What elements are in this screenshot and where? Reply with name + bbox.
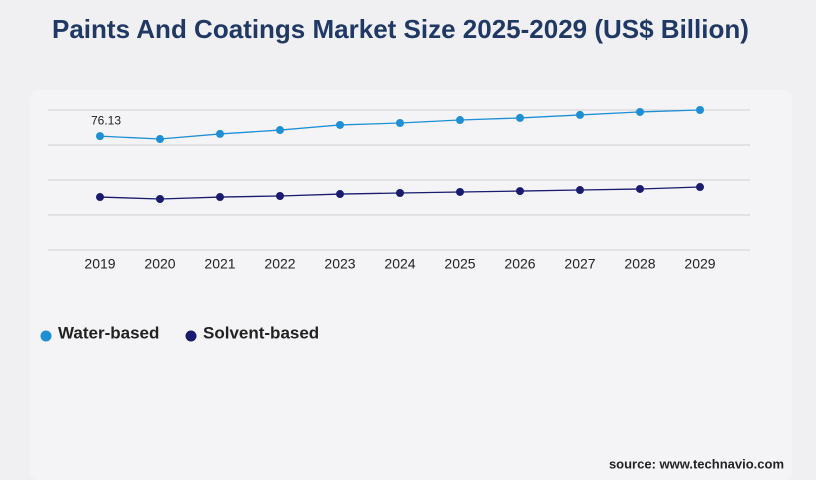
data-point xyxy=(216,129,224,138)
data-point xyxy=(696,183,704,192)
data-label: 76.13 xyxy=(91,113,121,127)
data-point xyxy=(336,120,344,129)
data-point xyxy=(516,187,524,196)
x-tick-label: 2023 xyxy=(324,256,355,272)
legend-marker xyxy=(40,330,52,342)
source: source: www.technavio.com xyxy=(609,456,784,471)
data-point xyxy=(156,194,164,203)
data-point xyxy=(636,184,644,193)
x-tick-label: 2026 xyxy=(504,256,535,272)
data-point xyxy=(276,126,284,135)
x-tick-label: 2025 xyxy=(444,256,475,272)
x-tick-label: 2027 xyxy=(564,256,595,272)
x-tick-label: 2021 xyxy=(204,256,235,272)
data-point xyxy=(216,193,224,202)
x-tick-label: 2028 xyxy=(624,256,655,272)
chart-title: Paints And Coatings Market Size 2025-202… xyxy=(52,14,749,44)
data-point xyxy=(456,187,464,196)
data-point xyxy=(96,193,104,202)
x-tick-label: 2024 xyxy=(384,256,415,272)
data-point xyxy=(396,119,404,128)
data-point xyxy=(576,186,584,195)
x-tick-label: 2022 xyxy=(264,256,295,272)
data-point xyxy=(96,132,104,141)
x-tick-label: 2029 xyxy=(684,256,715,272)
legend-marker xyxy=(185,330,197,342)
legend-label: Water-based xyxy=(58,323,159,342)
data-point xyxy=(396,189,404,198)
data-point xyxy=(696,106,704,114)
data-point xyxy=(636,107,644,116)
data-point xyxy=(156,135,164,144)
x-tick-label: 2019 xyxy=(84,256,115,272)
data-point xyxy=(456,116,464,125)
data-point xyxy=(516,113,524,122)
data-point xyxy=(276,192,284,201)
panel xyxy=(30,90,792,480)
x-tick-label: 2020 xyxy=(144,256,175,272)
legend-label: Solvent-based xyxy=(203,323,319,342)
data-point xyxy=(576,110,584,119)
data-point xyxy=(336,190,344,199)
